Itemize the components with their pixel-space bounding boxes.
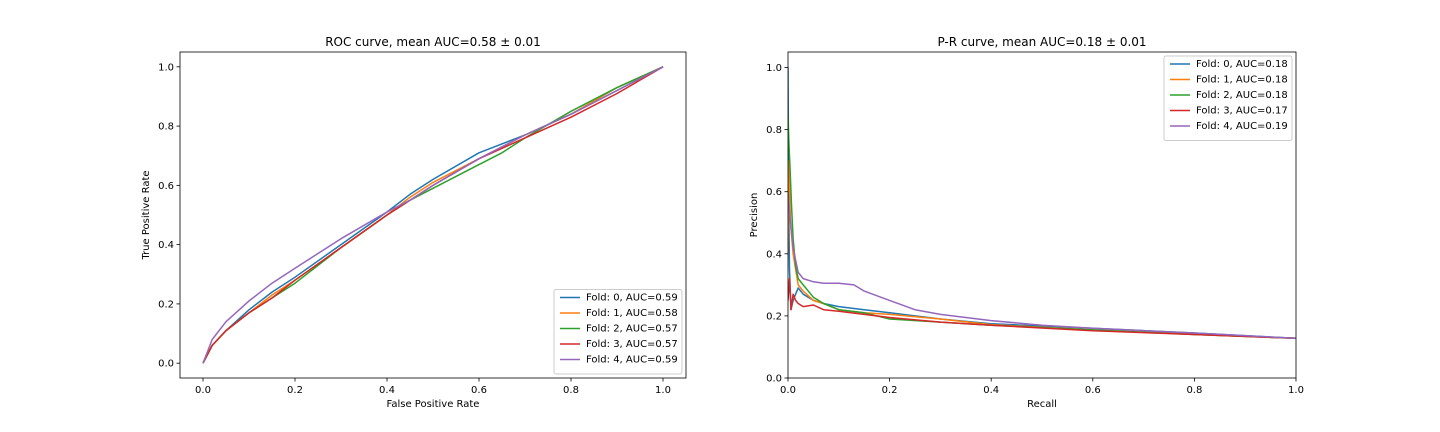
roc-x-tick-label: 0.2	[287, 385, 303, 396]
pr-x-tick-label: 0.4	[983, 385, 999, 396]
pr-plot-frame	[787, 51, 1297, 379]
roc-x-tick-label: 0.0	[195, 385, 211, 396]
pr-y-tick-label: 0.2	[766, 311, 782, 322]
roc-legend: Fold: 0, AUC=0.59 Fold: 1, AUC=0.58 Fold: …	[553, 289, 683, 375]
roc-x-tick-label: 1.0	[655, 385, 671, 396]
pr-x-tick-label: 0.2	[882, 385, 898, 396]
pr-x-axis-label: Recall	[1027, 399, 1057, 410]
pr-legend: Fold: 0, AUC=0.18 Fold: 1, AUC=0.18 Fold: …	[1163, 55, 1293, 141]
roc-y-tick-label: 0.8	[158, 122, 174, 133]
pr-series-line-fold-3	[788, 277, 1296, 340]
roc-legend-label-fold-4: Fold: 4, AUC=0.59	[586, 355, 678, 366]
pr-x-tick-label: 1.0	[1288, 385, 1304, 396]
roc-series-line-fold-4	[202, 66, 664, 364]
roc-legend-label-fold-2: Fold: 2, AUC=0.57	[586, 324, 678, 335]
pr-series-line-fold-2	[788, 114, 1296, 340]
pr-x-tick-label: 0.8	[1186, 385, 1202, 396]
pr-y-tick-label: 1.0	[766, 63, 782, 74]
pr-y-tick-label: 0.0	[766, 374, 782, 385]
pr-chart-title: P-R curve, mean AUC=0.18 ± 0.01	[937, 35, 1146, 49]
roc-legend-box	[553, 289, 683, 375]
pr-legend-label-fold-2: Fold: 2, AUC=0.18	[1196, 90, 1288, 101]
pr-legend-label-fold-4: Fold: 4, AUC=0.19	[1196, 121, 1288, 132]
pr-x-tick-label: 0.0	[780, 385, 796, 396]
roc-y-tick-label: 0.2	[158, 299, 174, 310]
roc-y-tick-label: 0.6	[158, 181, 174, 192]
pr-y-axis-label: Precision	[749, 193, 760, 238]
roc-legend-label-fold-0: Fold: 0, AUC=0.59	[586, 293, 678, 304]
roc-legend-label-fold-3: Fold: 3, AUC=0.57	[586, 339, 678, 350]
roc-chart: 0.0 0.2 0.4 0.6 0.8 1.0 0.0 0.2 0.4 0.6 0.8 1.0 ROC …	[141, 35, 687, 410]
roc-x-tick-label: 0.8	[563, 385, 579, 396]
roc-y-axis-label: True Positive Rate	[141, 170, 152, 260]
roc-series-line-fold-3	[202, 66, 664, 364]
pr-legend-box	[1163, 55, 1293, 141]
pr-y-tick-label: 0.6	[766, 187, 782, 198]
pr-series-group	[788, 67, 1296, 340]
pr-y-tick-label: 0.4	[766, 249, 782, 260]
roc-series-group	[202, 66, 664, 364]
roc-y-tick-label: 0.4	[158, 240, 174, 251]
pr-x-tick-label: 0.6	[1085, 385, 1101, 396]
pr-chart: 0.0 0.2 0.4 0.6 0.8 1.0 0.0 0.2 0.4 0.6 0.8 1.0 P-R …	[749, 35, 1304, 410]
pr-legend-label-fold-1: Fold: 1, AUC=0.18	[1196, 75, 1288, 86]
roc-chart-title: ROC curve, mean AUC=0.58 ± 0.01	[325, 35, 541, 49]
pr-series-line-fold-1	[788, 159, 1296, 340]
pr-legend-label-fold-0: Fold: 0, AUC=0.18	[1196, 59, 1288, 70]
roc-legend-label-fold-1: Fold: 1, AUC=0.58	[586, 308, 678, 319]
roc-plot-frame	[179, 51, 687, 379]
roc-x-tick-label: 0.6	[471, 385, 487, 396]
roc-y-tick-label: 1.0	[158, 62, 174, 73]
pr-series-line-fold-4	[788, 191, 1296, 340]
roc-x-axis-label: False Positive Rate	[387, 399, 480, 410]
pr-legend-label-fold-3: Fold: 3, AUC=0.17	[1196, 106, 1288, 117]
roc-x-tick-label: 0.4	[379, 385, 395, 396]
pr-y-tick-label: 0.8	[766, 125, 782, 136]
roc-y-tick-label: 0.0	[158, 359, 174, 370]
